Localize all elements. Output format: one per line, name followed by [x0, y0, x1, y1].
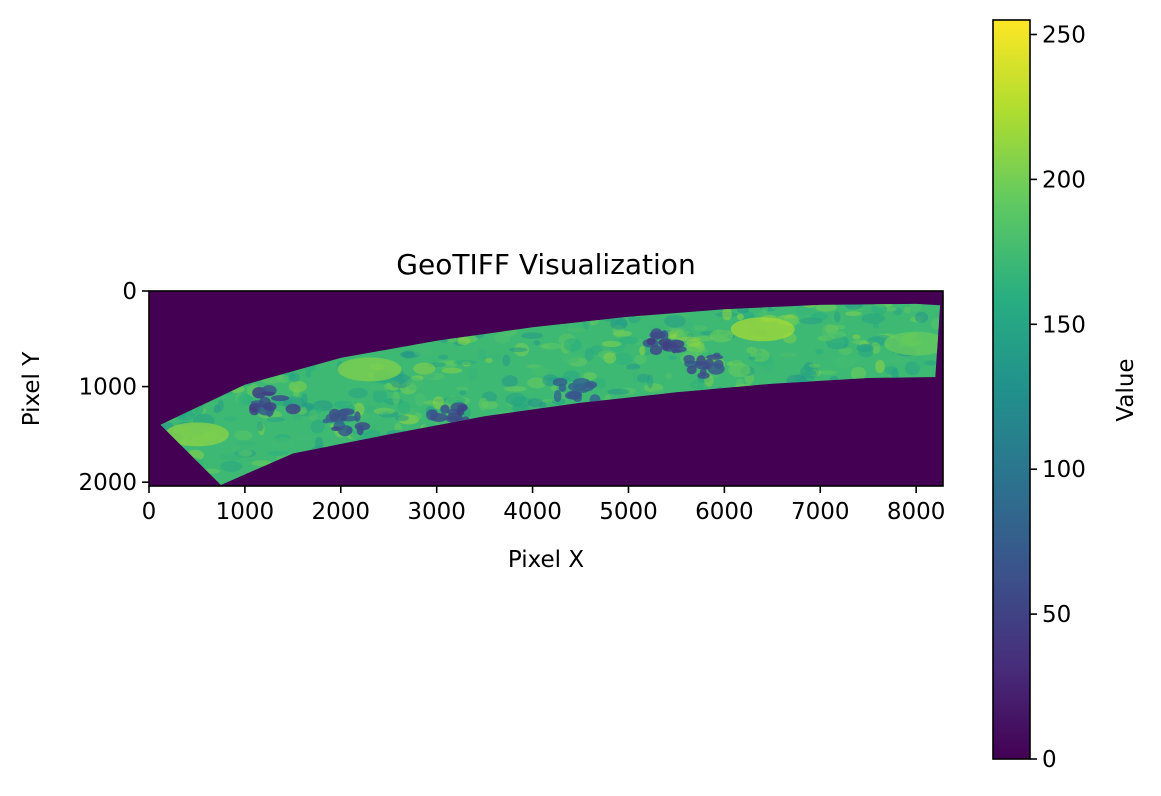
plot-frame	[148, 290, 944, 487]
y-tick-label: 1000	[78, 375, 137, 401]
colorbar-label: Value	[1113, 358, 1139, 421]
y-tick-label: 0	[122, 279, 137, 305]
colorbar-tick-label: 250	[1042, 22, 1086, 48]
x-tick-label: 7000	[791, 499, 850, 525]
dark-cloud-region	[322, 408, 371, 437]
bright-region	[164, 422, 229, 447]
dark-cloud-region	[683, 352, 725, 379]
y-axis: 0 1000 2000	[78, 279, 149, 496]
x-axis-label: Pixel X	[508, 547, 585, 573]
dark-cloud-region	[249, 385, 301, 417]
y-axis-label: Pixel Y	[19, 351, 45, 427]
x-tick-label: 1000	[216, 499, 275, 525]
colorbar-tick-label: 150	[1042, 312, 1086, 338]
x-axis: 0 1000 2000 3000 4000 5000 6000 7000 8000	[142, 486, 946, 525]
colorbar-tick-label: 200	[1042, 167, 1086, 193]
y-tick-label: 2000	[78, 470, 137, 496]
swath-region	[160, 303, 941, 485]
bright-region	[337, 357, 402, 382]
dark-cloud-region	[552, 378, 601, 406]
x-tick-label: 4000	[503, 499, 562, 525]
plot-area	[148, 290, 944, 487]
x-tick-label: 3000	[407, 499, 466, 525]
bright-region	[730, 317, 795, 342]
x-tick-label: 6000	[695, 499, 754, 525]
colorbar-gradient	[992, 19, 1031, 760]
bright-region	[884, 331, 941, 356]
colorbar-tick-label: 100	[1042, 457, 1086, 483]
dark-cloud-region	[642, 328, 687, 356]
colorbar: 0 50 100 150 200 250 Value	[992, 19, 1139, 773]
x-tick-label: 0	[142, 499, 157, 525]
x-tick-label: 5000	[599, 499, 658, 525]
x-tick-label: 2000	[312, 499, 371, 525]
x-tick-label: 8000	[887, 499, 946, 525]
chart-title: GeoTIFF Visualization	[396, 248, 695, 281]
colorbar-tick-label: 0	[1042, 747, 1057, 773]
colorbar-tick-label: 50	[1042, 602, 1071, 628]
